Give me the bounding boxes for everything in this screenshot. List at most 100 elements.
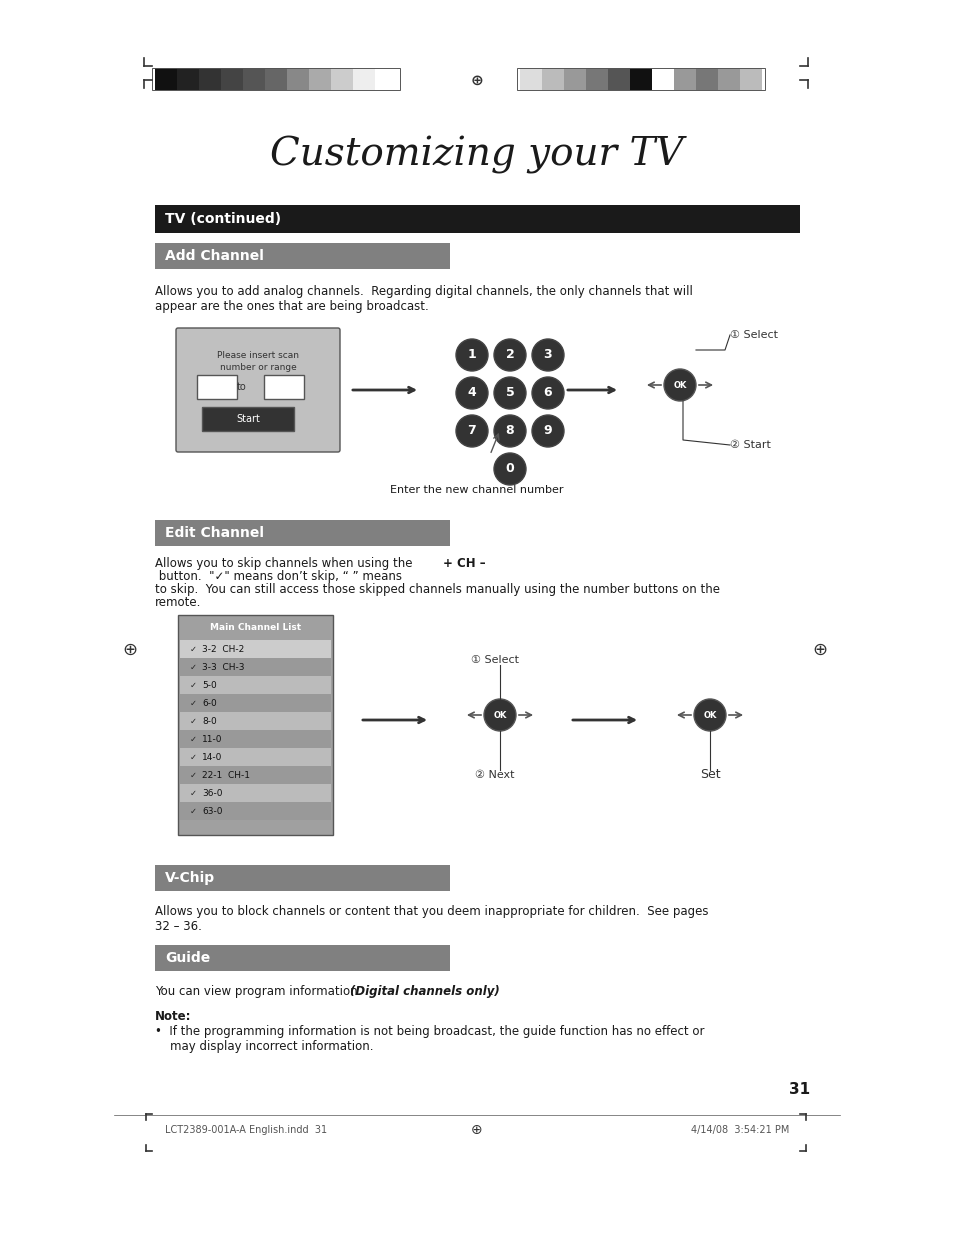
Text: number or range: number or range bbox=[219, 363, 296, 373]
Bar bbox=[265, 68, 287, 90]
Text: ⊕: ⊕ bbox=[471, 1123, 482, 1137]
Text: ⊕: ⊕ bbox=[122, 641, 137, 659]
Bar bbox=[180, 713, 331, 730]
Text: to: to bbox=[237, 382, 247, 391]
Text: 8-0: 8-0 bbox=[202, 716, 216, 725]
Bar bbox=[154, 243, 450, 269]
Bar bbox=[243, 68, 265, 90]
Bar bbox=[178, 615, 333, 835]
Bar bbox=[180, 766, 331, 784]
Text: Allows you to add analog channels.  Regarding digital channels, the only channel: Allows you to add analog channels. Regar… bbox=[154, 285, 692, 312]
Bar bbox=[199, 68, 221, 90]
FancyBboxPatch shape bbox=[196, 375, 236, 399]
Text: ② Start: ② Start bbox=[729, 440, 770, 450]
Text: ⊕: ⊕ bbox=[470, 73, 483, 88]
Text: 63-0: 63-0 bbox=[202, 806, 222, 815]
Bar bbox=[585, 68, 607, 90]
Text: Add Channel: Add Channel bbox=[165, 249, 264, 263]
Text: 7: 7 bbox=[467, 425, 476, 437]
Text: 22-1  CH-1: 22-1 CH-1 bbox=[202, 771, 250, 779]
Bar bbox=[629, 68, 651, 90]
Bar bbox=[221, 68, 243, 90]
Bar bbox=[673, 68, 696, 90]
Bar bbox=[287, 68, 309, 90]
Text: (Digital channels only): (Digital channels only) bbox=[350, 986, 499, 998]
Bar bbox=[180, 658, 331, 676]
Bar bbox=[180, 640, 331, 658]
Text: OK: OK bbox=[702, 710, 716, 720]
Circle shape bbox=[456, 338, 488, 370]
Text: 9: 9 bbox=[543, 425, 552, 437]
Circle shape bbox=[483, 699, 516, 731]
Text: ✓: ✓ bbox=[190, 788, 196, 798]
Text: + CH –: + CH – bbox=[442, 557, 485, 571]
Text: Customizing your TV: Customizing your TV bbox=[270, 136, 683, 174]
Text: ✓: ✓ bbox=[190, 771, 196, 779]
Text: ✓: ✓ bbox=[190, 662, 196, 672]
Text: Guide: Guide bbox=[165, 951, 210, 965]
Text: Enter the new channel number: Enter the new channel number bbox=[390, 485, 563, 495]
Bar bbox=[180, 694, 331, 713]
Text: ① Select: ① Select bbox=[471, 655, 518, 664]
Text: button.  "✓" means don’t skip, “ ” means: button. "✓" means don’t skip, “ ” means bbox=[154, 571, 401, 583]
Bar bbox=[180, 784, 331, 802]
Text: ✓: ✓ bbox=[190, 645, 196, 653]
Text: Allows you to skip channels when using the: Allows you to skip channels when using t… bbox=[154, 557, 416, 571]
Bar bbox=[152, 68, 399, 90]
Bar bbox=[309, 68, 331, 90]
Text: 31: 31 bbox=[789, 1083, 810, 1098]
Bar bbox=[177, 68, 199, 90]
Text: 3: 3 bbox=[543, 348, 552, 362]
Text: 3-2  CH-2: 3-2 CH-2 bbox=[202, 645, 244, 653]
Text: Edit Channel: Edit Channel bbox=[165, 526, 264, 540]
Text: Main Channel List: Main Channel List bbox=[210, 622, 301, 631]
Text: 6-0: 6-0 bbox=[202, 699, 216, 708]
Text: 2: 2 bbox=[505, 348, 514, 362]
Circle shape bbox=[693, 699, 725, 731]
Bar bbox=[154, 205, 800, 233]
Text: 14-0: 14-0 bbox=[202, 752, 222, 762]
Bar bbox=[607, 68, 629, 90]
Bar bbox=[331, 68, 353, 90]
Text: 5-0: 5-0 bbox=[202, 680, 216, 689]
Text: You can view program information.: You can view program information. bbox=[154, 986, 369, 998]
Text: ✓: ✓ bbox=[190, 716, 196, 725]
Text: ⊕: ⊕ bbox=[812, 641, 826, 659]
Text: V-Chip: V-Chip bbox=[165, 871, 214, 885]
Bar bbox=[180, 676, 331, 694]
Bar bbox=[740, 68, 761, 90]
Text: ✓: ✓ bbox=[190, 752, 196, 762]
Circle shape bbox=[456, 415, 488, 447]
Text: LCT2389-001A-A English.indd  31: LCT2389-001A-A English.indd 31 bbox=[165, 1125, 327, 1135]
Bar bbox=[541, 68, 563, 90]
FancyBboxPatch shape bbox=[202, 408, 294, 431]
Text: ✓: ✓ bbox=[190, 735, 196, 743]
Circle shape bbox=[494, 377, 525, 409]
Bar bbox=[651, 68, 673, 90]
Text: 4: 4 bbox=[467, 387, 476, 399]
Text: 11-0: 11-0 bbox=[202, 735, 222, 743]
Text: 36-0: 36-0 bbox=[202, 788, 222, 798]
Text: 8: 8 bbox=[505, 425, 514, 437]
Text: ① Select: ① Select bbox=[729, 330, 778, 340]
Text: 3-3  CH-3: 3-3 CH-3 bbox=[202, 662, 244, 672]
Text: •  If the programming information is not being broadcast, the guide function has: • If the programming information is not … bbox=[154, 1025, 703, 1053]
Bar bbox=[353, 68, 375, 90]
Bar bbox=[180, 730, 331, 748]
Bar bbox=[563, 68, 585, 90]
Text: OK: OK bbox=[493, 710, 506, 720]
Text: Set: Set bbox=[699, 768, 720, 782]
Circle shape bbox=[532, 377, 563, 409]
Bar bbox=[154, 68, 177, 90]
Text: Note:: Note: bbox=[154, 1010, 192, 1023]
Bar bbox=[718, 68, 740, 90]
Bar bbox=[154, 945, 450, 971]
Text: .: . bbox=[490, 986, 494, 998]
Bar bbox=[375, 68, 396, 90]
Text: Start: Start bbox=[235, 414, 259, 424]
Text: to skip.  You can still access those skipped channels manually using the number : to skip. You can still access those skip… bbox=[154, 583, 720, 597]
Bar bbox=[696, 68, 718, 90]
Circle shape bbox=[532, 338, 563, 370]
Text: OK: OK bbox=[673, 380, 686, 389]
Bar bbox=[180, 748, 331, 766]
